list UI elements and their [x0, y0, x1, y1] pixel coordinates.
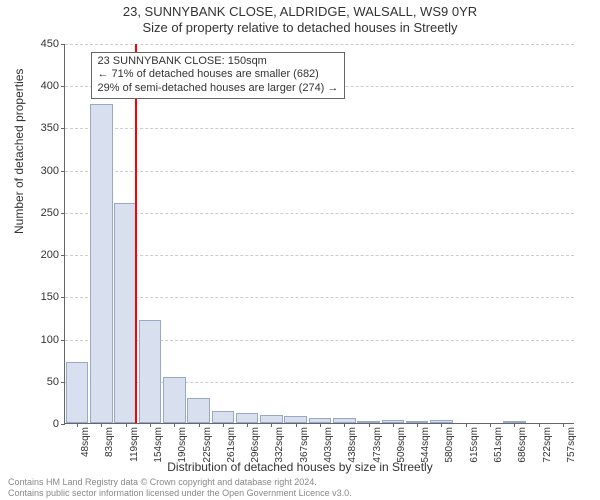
xtick-label: 332sqm — [274, 427, 285, 463]
xtick-label: 651sqm — [493, 427, 504, 463]
xtick-mark — [77, 423, 78, 427]
xtick-mark — [271, 423, 272, 427]
xtick-label: 296sqm — [250, 427, 261, 463]
histogram-bar — [66, 362, 89, 423]
xtick-label: 48sqm — [80, 427, 91, 457]
gridline — [65, 297, 574, 298]
ytick-mark — [61, 382, 65, 383]
ytick-label: 0 — [53, 418, 59, 430]
histogram-bar — [212, 411, 235, 423]
histogram-bar — [260, 415, 283, 423]
histogram-bar — [114, 203, 137, 423]
histogram-bar — [236, 413, 259, 423]
title-sub: Size of property relative to detached ho… — [0, 20, 600, 35]
footer-line-2: Contains public sector information licen… — [8, 488, 352, 498]
xtick-label: 580sqm — [444, 427, 455, 463]
xtick-mark — [247, 423, 248, 427]
ytick-mark — [61, 340, 65, 341]
x-axis-title: Distribution of detached houses by size … — [0, 460, 600, 474]
histogram-bar — [163, 377, 186, 423]
xtick-label: 615sqm — [469, 427, 480, 463]
ytick-mark — [61, 297, 65, 298]
xtick-label: 367sqm — [299, 427, 310, 463]
xtick-mark — [369, 423, 370, 427]
xtick-mark — [417, 423, 418, 427]
xtick-mark — [344, 423, 345, 427]
ytick-label: 150 — [41, 291, 59, 303]
xtick-label: 686sqm — [517, 427, 528, 463]
ytick-label: 50 — [47, 376, 59, 388]
footer-line-1: Contains HM Land Registry data © Crown c… — [8, 477, 352, 487]
annotation-line: ← 71% of detached houses are smaller (68… — [98, 68, 339, 82]
xtick-mark — [296, 423, 297, 427]
xtick-label: 83sqm — [104, 427, 115, 457]
gridline — [65, 213, 574, 214]
histogram-bar — [139, 320, 162, 423]
xtick-mark — [223, 423, 224, 427]
histogram-bar — [187, 398, 210, 423]
xtick-mark — [199, 423, 200, 427]
footer-attribution: Contains HM Land Registry data © Crown c… — [8, 477, 352, 498]
chart-titles: 23, SUNNYBANK CLOSE, ALDRIDGE, WALSALL, … — [0, 0, 600, 35]
xtick-label: 722sqm — [542, 427, 553, 463]
histogram-bar — [284, 416, 307, 423]
xtick-mark — [174, 423, 175, 427]
xtick-label: 190sqm — [177, 427, 188, 463]
ytick-label: 100 — [41, 334, 59, 346]
title-main: 23, SUNNYBANK CLOSE, ALDRIDGE, WALSALL, … — [0, 4, 600, 19]
ytick-label: 350 — [41, 122, 59, 134]
chart-plot-area: 05010015020025030035040045048sqm83sqm119… — [64, 44, 574, 424]
ytick-mark — [61, 213, 65, 214]
histogram-bar — [90, 104, 113, 423]
xtick-mark — [150, 423, 151, 427]
xtick-mark — [101, 423, 102, 427]
xtick-label: 544sqm — [420, 427, 431, 463]
gridline — [65, 44, 574, 45]
ytick-mark — [61, 424, 65, 425]
xtick-mark — [126, 423, 127, 427]
xtick-mark — [490, 423, 491, 427]
ytick-label: 300 — [41, 165, 59, 177]
xtick-label: 225sqm — [202, 427, 213, 463]
ytick-label: 400 — [41, 80, 59, 92]
ytick-mark — [61, 128, 65, 129]
gridline — [65, 128, 574, 129]
xtick-label: 509sqm — [396, 427, 407, 463]
xtick-mark — [466, 423, 467, 427]
ytick-mark — [61, 44, 65, 45]
xtick-label: 119sqm — [129, 427, 140, 462]
xtick-mark — [393, 423, 394, 427]
xtick-mark — [539, 423, 540, 427]
xtick-mark — [563, 423, 564, 427]
xtick-mark — [441, 423, 442, 427]
xtick-mark — [514, 423, 515, 427]
gridline — [65, 171, 574, 172]
ytick-mark — [61, 171, 65, 172]
ytick-mark — [61, 86, 65, 87]
ytick-label: 200 — [41, 249, 59, 261]
annotation-box: 23 SUNNYBANK CLOSE: 150sqm← 71% of detac… — [91, 52, 346, 99]
xtick-mark — [320, 423, 321, 427]
xtick-label: 473sqm — [372, 427, 383, 463]
ytick-label: 250 — [41, 207, 59, 219]
annotation-line: 29% of semi-detached houses are larger (… — [98, 82, 339, 96]
ytick-mark — [61, 255, 65, 256]
gridline — [65, 255, 574, 256]
y-axis-title: Number of detached properties — [12, 69, 26, 234]
xtick-label: 757sqm — [566, 427, 577, 463]
xtick-label: 438sqm — [347, 427, 358, 463]
xtick-label: 403sqm — [323, 427, 334, 463]
ytick-label: 450 — [41, 38, 59, 50]
xtick-label: 154sqm — [153, 427, 164, 463]
subject-indicator-line — [135, 44, 137, 423]
xtick-label: 261sqm — [226, 427, 237, 463]
annotation-line: 23 SUNNYBANK CLOSE: 150sqm — [98, 55, 339, 69]
